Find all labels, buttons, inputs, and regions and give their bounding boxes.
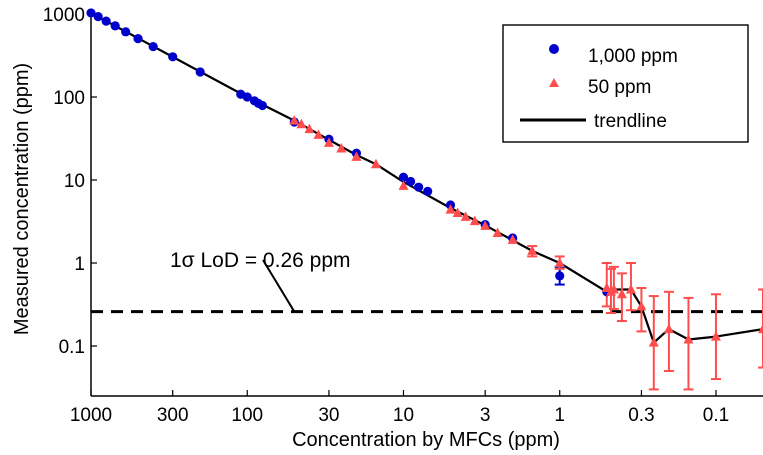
- plot-axes: [90, 13, 763, 397]
- data-point-1000ppm: [257, 100, 267, 111]
- x-tick-label: 1000: [70, 405, 112, 426]
- x-tick-label: 0.3: [628, 405, 654, 426]
- legend: 1,000 ppm 50 ppm trendline: [502, 24, 749, 143]
- data-point-50ppm: [492, 227, 503, 237]
- data-point-50ppm: [648, 337, 659, 347]
- annotation-pointer: [262, 259, 296, 313]
- legend-label-50ppm: 50 ppm: [588, 77, 651, 98]
- data-point-50ppm: [296, 118, 307, 129]
- y-tick-label: 1000: [43, 5, 85, 26]
- data-point-50ppm: [507, 234, 518, 244]
- data-point-50ppm: [554, 257, 565, 268]
- data-point-1000ppm: [195, 67, 205, 77]
- data-point-50ppm: [323, 137, 334, 147]
- data-point-50ppm: [351, 151, 362, 161]
- data-point-1000ppm: [121, 27, 131, 37]
- data-point-50ppm: [683, 333, 694, 344]
- legend-marker-50ppm: [549, 78, 559, 87]
- data-point-50ppm: [460, 211, 471, 221]
- y-tick-label: 10: [64, 171, 85, 192]
- data-point-50ppm: [710, 331, 721, 341]
- data-point-50ppm: [469, 215, 480, 226]
- data-point-1000ppm: [168, 52, 178, 62]
- x-tick-label: 10: [393, 405, 414, 426]
- annotation-group: 1σ LoD = 0.26 ppm: [170, 249, 351, 313]
- x-tick-label: 100: [231, 405, 263, 426]
- data-point-1000ppm: [101, 16, 111, 26]
- x-tick-label: 0.1: [703, 405, 729, 426]
- y-axis-label: Measured concentration (ppm): [11, 63, 33, 335]
- data-point-50ppm: [370, 158, 381, 169]
- data-point-1000ppm: [555, 271, 565, 281]
- data-point-50ppm: [636, 300, 647, 311]
- data-point-1000ppm: [242, 92, 252, 102]
- data-point-1000ppm: [93, 12, 103, 22]
- data-point-50ppm: [452, 207, 463, 218]
- lod-annotation: 1σ LoD = 0.26 ppm: [170, 249, 351, 272]
- y-tick-label: 0.1: [59, 337, 85, 358]
- data-point-50ppm: [625, 283, 636, 294]
- data-point-50ppm: [398, 180, 409, 190]
- data-point-1000ppm: [423, 186, 433, 196]
- markers-group: [86, 8, 763, 347]
- data-point-50ppm: [480, 220, 491, 230]
- data-point-50ppm: [289, 115, 300, 125]
- legend-box: [502, 24, 749, 143]
- data-point-50ppm: [616, 288, 627, 299]
- data-point-50ppm: [336, 142, 347, 153]
- data-point-1000ppm: [110, 21, 120, 31]
- legend-label-1000ppm: 1,000 ppm: [588, 46, 678, 67]
- x-tick-label: 3: [480, 405, 491, 426]
- data-point-50ppm: [304, 123, 315, 134]
- legend-marker-1000ppm: [549, 44, 559, 54]
- data-point-1000ppm: [398, 172, 409, 182]
- x-tick-label: 30: [318, 405, 339, 426]
- x-tick-label: 1: [554, 405, 565, 426]
- data-point-50ppm: [445, 204, 456, 214]
- data-point-50ppm: [608, 283, 619, 294]
- data-point-50ppm: [527, 245, 538, 255]
- data-point-50ppm: [313, 129, 324, 139]
- data-point-1000ppm: [414, 182, 424, 192]
- y-tick-label: 100: [53, 88, 85, 109]
- x-tick-label: 300: [157, 405, 189, 426]
- x-axis-label: Concentration by MFCs (ppm): [292, 429, 560, 451]
- tick-labels-group: 1000 300 100 30 10 3 1 0.3 0.1 0.1 1 10 100 1000: [43, 5, 729, 426]
- legend-label-trendline: trendline: [594, 111, 667, 132]
- data-point-1000ppm: [86, 8, 96, 18]
- data-point-1000ppm: [148, 41, 158, 52]
- y-tick-label: 1: [74, 254, 85, 275]
- data-point-50ppm: [663, 323, 674, 334]
- data-point-1000ppm: [133, 34, 143, 44]
- data-point-1000ppm: [406, 176, 416, 187]
- data-point-50ppm: [758, 323, 763, 334]
